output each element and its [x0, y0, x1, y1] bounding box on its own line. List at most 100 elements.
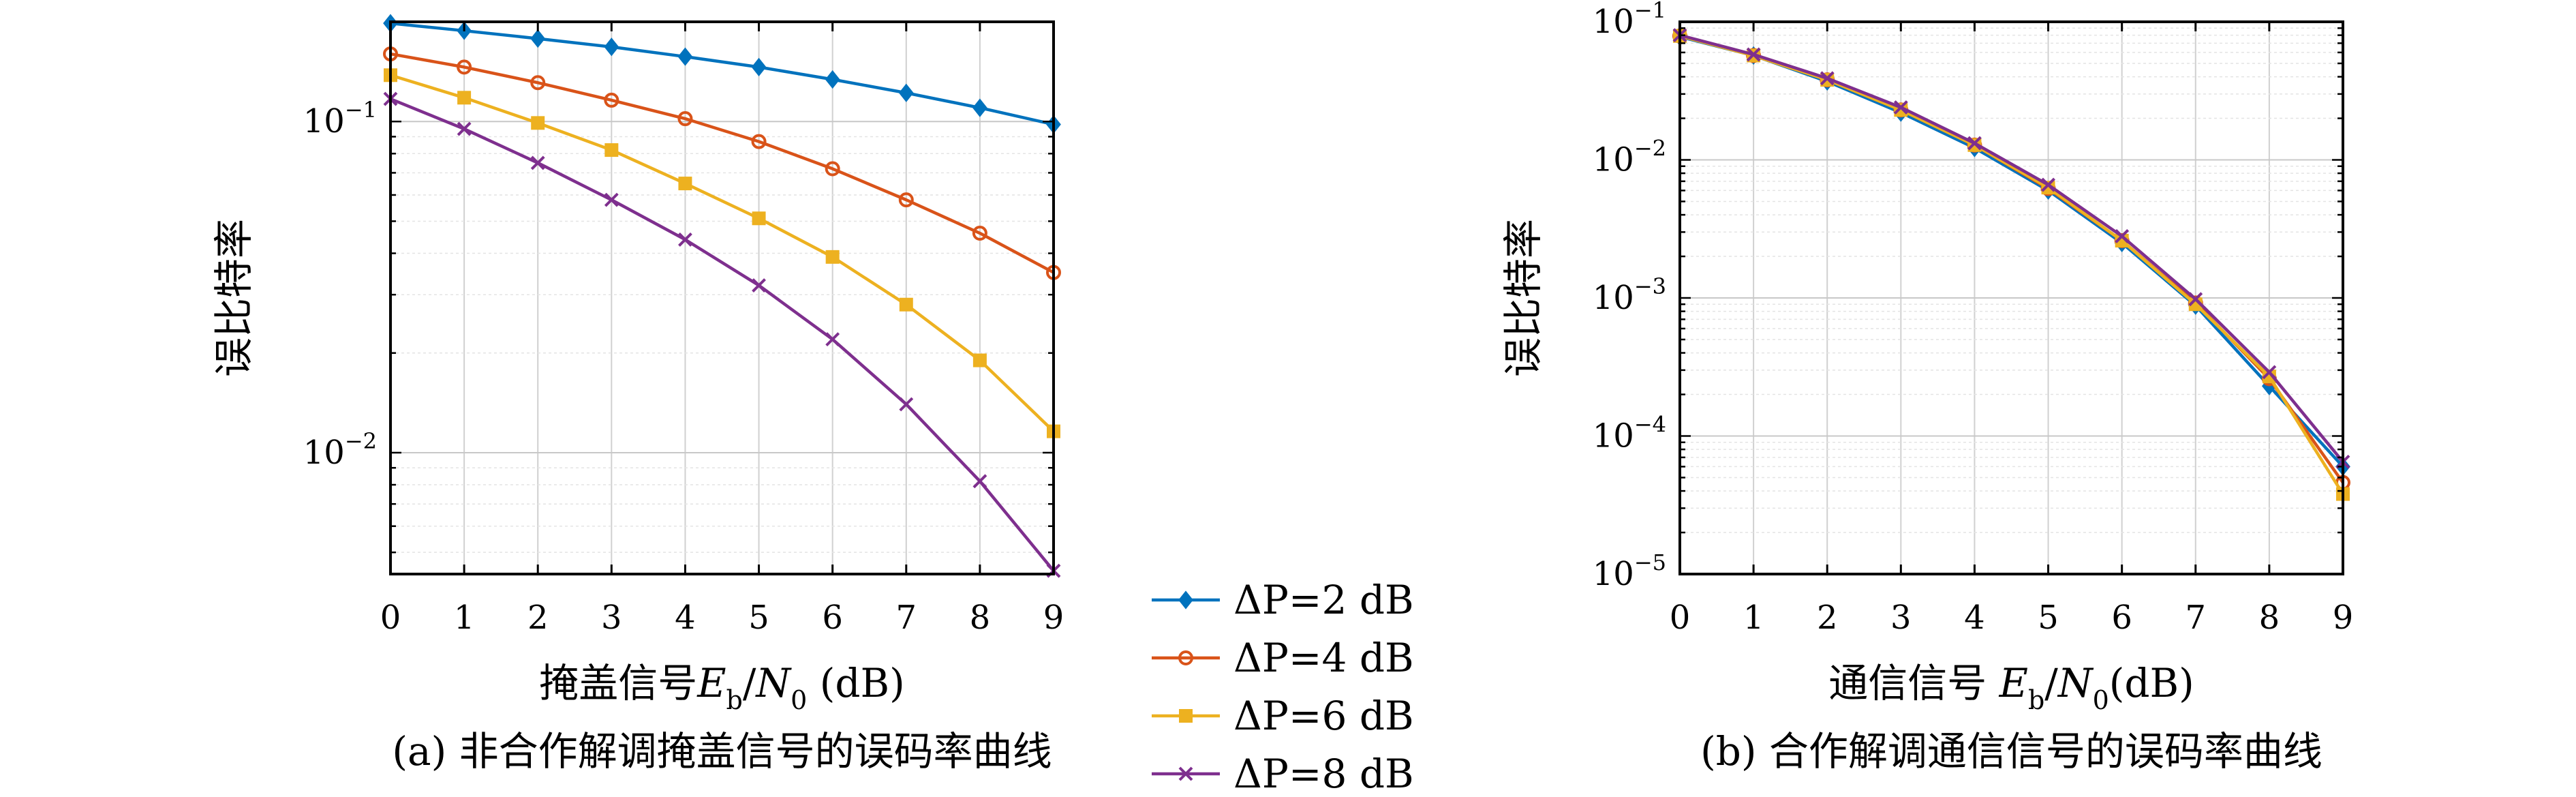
- panel-b-series-4-point: [2115, 229, 2130, 243]
- x-tick-label: 1: [454, 599, 475, 637]
- y-tick-label: 10−2: [303, 428, 377, 472]
- y-tick-label: 10−5: [1593, 550, 1666, 593]
- x-tick-label: 9: [2333, 599, 2354, 637]
- panel-a-series-4-point: [972, 474, 987, 489]
- panel-a-series-4-point: [530, 155, 545, 170]
- y-tick-label: 10−4: [1593, 412, 1666, 455]
- panel-a-series-3-point: [531, 116, 545, 130]
- x-tick-label: 8: [2259, 599, 2280, 637]
- panel-a-series-line-3: [390, 74, 1055, 433]
- panel-a-series-1-point: [604, 37, 619, 57]
- panel-a-series-3-point: [972, 353, 987, 367]
- legend: ΔP=2 dB ΔP=4 dB ΔP=6 dB ΔP=8 dB: [1152, 577, 1414, 797]
- x-tick-label: 0: [380, 599, 401, 637]
- panel-a-series-1-point: [751, 57, 767, 76]
- panel-a-series-2-point: [825, 161, 840, 177]
- panel-b-grid: [1680, 22, 2343, 574]
- panel-b-plot-frame: [1678, 20, 2344, 575]
- panel-a-series-3-point: [899, 297, 913, 312]
- panel-a-ticks: 0 1 2 3 4 5 6 7 8 9 10−1 10−2: [303, 20, 1064, 637]
- panel-b-x-axis-label: 通信信号 Eb/N0(dB): [1828, 660, 2194, 715]
- panel-b-series-4-point: [2188, 292, 2203, 307]
- panel-a-series-1-point: [677, 47, 693, 66]
- x-tick-label: 6: [2111, 599, 2132, 637]
- panel-a-series-4-point: [899, 397, 914, 412]
- panel-b-series-4-point: [2262, 365, 2277, 380]
- x-tick-label: 4: [1964, 599, 1985, 637]
- panel-a-series-3-point: [678, 177, 692, 191]
- x-tick-label: 1: [1743, 599, 1764, 637]
- legend-marker-4: [1178, 766, 1193, 781]
- x-tick-label: 4: [675, 599, 696, 637]
- panel-a-series-4-point: [604, 192, 619, 207]
- panel-a-chart: 0 1 2 3 4 5 6 7 8 9 10−1 10−2 误比特率 掩盖信号Eb/N0 (dB) (…: [211, 14, 1064, 775]
- panel-b-ticks: 0 1 2 3 4 5 6 7 8 9 10−1 10−2 10−3 10−4 10−5: [1593, 0, 2354, 637]
- panel-a-series-2-point: [972, 226, 987, 241]
- panel-b-series-4-point: [1967, 136, 1982, 151]
- panel-b-series-line-1: [1679, 35, 2344, 468]
- x-tick-label: 7: [896, 599, 917, 637]
- y-tick-label: 10−3: [1593, 273, 1666, 317]
- panel-b-series-line-4: [1679, 33, 2344, 463]
- x-tick-label: 0: [1670, 599, 1691, 637]
- x-tick-label: 8: [970, 599, 991, 637]
- panel-a-series-4-point: [457, 121, 472, 136]
- panel-a-series-2-point: [604, 92, 619, 108]
- panel-a-plot-frame: [389, 20, 1055, 575]
- panel-a-series-1-point: [972, 98, 987, 117]
- x-tick-label: 3: [601, 599, 622, 637]
- panel-a-series-4-point: [678, 232, 692, 247]
- x-tick-label: 5: [2038, 599, 2059, 637]
- panel-a-series-3-point: [825, 250, 840, 264]
- legend-label-1: ΔP=2 dB: [1233, 577, 1414, 623]
- x-tick-label: 6: [822, 599, 843, 637]
- panel-a-x-axis-label: 掩盖信号Eb/N0 (dB): [539, 660, 905, 715]
- legend-label-4: ΔP=8 dB: [1233, 751, 1414, 797]
- panel-b-series-4-point: [1820, 71, 1835, 86]
- y-tick-label: 10−2: [1593, 136, 1666, 179]
- panel-a-series-3-point: [604, 143, 619, 157]
- panel-a-series-line-4: [390, 97, 1055, 572]
- panel-a-series-1-point: [898, 83, 914, 102]
- panel-b-chart: 0 1 2 3 4 5 6 7 8 9 10−1 10−2 10−3 10−4 10−5 误比特率 通信信号…: [1500, 0, 2353, 775]
- panel-a-series-2-point: [530, 75, 546, 91]
- panel-b-series-4-point: [2041, 177, 2055, 192]
- panel-a-series-2-point: [898, 192, 914, 208]
- panel-a-series-1-point: [825, 70, 840, 89]
- panel-b-y-axis-label: 误比特率: [1500, 219, 1546, 377]
- panel-b-series-line-3: [1679, 34, 2344, 495]
- x-tick-label: 7: [2186, 599, 2207, 637]
- panel-a-series-3-point: [457, 91, 472, 105]
- y-tick-label: 10−1: [1593, 0, 1666, 41]
- panel-a-series-line-1: [390, 21, 1054, 126]
- legend-label-3: ΔP=6 dB: [1233, 693, 1414, 739]
- panel-b-series-line-2: [1679, 34, 2344, 484]
- x-tick-label: 3: [1890, 599, 1912, 637]
- x-tick-label: 9: [1043, 599, 1064, 637]
- y-tick-label: 10−1: [303, 97, 377, 140]
- panel-a-caption: (a) 非合作解调掩盖信号的误码率曲线: [392, 728, 1052, 775]
- legend-marker-1: [1178, 590, 1193, 610]
- x-tick-label: 2: [527, 599, 549, 637]
- panel-b-series-4-point: [1746, 47, 1761, 62]
- panel-a-y-axis-label: 误比特率: [211, 219, 257, 377]
- panel-a-grid: [390, 22, 1054, 574]
- x-tick-label: 5: [748, 599, 769, 637]
- legend-label-2: ΔP=4 dB: [1233, 635, 1414, 681]
- panel-a-series-2-point: [751, 134, 767, 149]
- legend-marker-2: [1178, 650, 1193, 665]
- panel-a-series-4-point: [752, 278, 766, 293]
- panel-a-series: [383, 14, 1061, 578]
- legend-marker-3: [1179, 709, 1193, 723]
- panel-a-series-4-point: [825, 332, 840, 347]
- panel-a-series-line-2: [390, 52, 1055, 274]
- x-tick-label: 2: [1817, 599, 1838, 637]
- panel-b-caption: (b) 合作解调通信信号的误码率曲线: [1700, 728, 2322, 775]
- panel-b-series-4-point: [1893, 100, 1908, 115]
- panel-a-series-2-point: [677, 111, 693, 127]
- panel-a-series-1-point: [530, 29, 546, 48]
- panel-b-series: [1672, 27, 2350, 501]
- panel-a-series-2-point: [457, 59, 472, 75]
- panel-a-series-3-point: [752, 211, 766, 226]
